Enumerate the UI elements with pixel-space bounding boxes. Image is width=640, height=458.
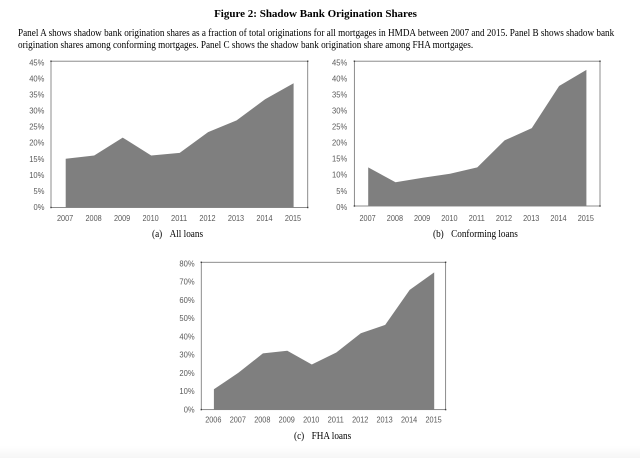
svg-text:2008: 2008 <box>86 213 102 223</box>
svg-text:2014: 2014 <box>550 213 566 223</box>
svg-text:25%: 25% <box>29 122 44 132</box>
svg-text:2012: 2012 <box>199 213 215 223</box>
svg-text:70%: 70% <box>179 277 194 287</box>
svg-text:2014: 2014 <box>256 213 272 223</box>
svg-text:0%: 0% <box>336 202 347 212</box>
svg-text:2009: 2009 <box>414 213 430 223</box>
svg-text:45%: 45% <box>29 57 44 67</box>
svg-text:25%: 25% <box>332 122 347 132</box>
svg-text:2013: 2013 <box>377 415 393 425</box>
svg-text:15%: 15% <box>332 154 347 164</box>
svg-text:10%: 10% <box>179 386 194 396</box>
svg-text:45%: 45% <box>332 57 347 67</box>
svg-text:2015: 2015 <box>426 415 442 425</box>
svg-text:35%: 35% <box>332 89 347 99</box>
svg-text:80%: 80% <box>179 258 194 268</box>
svg-text:40%: 40% <box>179 331 194 341</box>
svg-text:2011: 2011 <box>469 213 485 223</box>
svg-text:10%: 10% <box>332 170 347 180</box>
svg-text:20%: 20% <box>332 138 347 148</box>
svg-text:2013: 2013 <box>228 213 244 223</box>
svg-text:2010: 2010 <box>143 213 159 223</box>
svg-text:2009: 2009 <box>114 213 130 223</box>
svg-text:2007: 2007 <box>230 415 246 425</box>
svg-text:2015: 2015 <box>285 213 301 223</box>
svg-text:40%: 40% <box>29 73 44 83</box>
svg-text:2010: 2010 <box>441 213 457 223</box>
svg-text:2012: 2012 <box>496 213 512 223</box>
svg-text:2006: 2006 <box>205 415 221 425</box>
svg-text:2007: 2007 <box>360 213 376 223</box>
svg-text:2009: 2009 <box>279 415 295 425</box>
svg-text:2007: 2007 <box>57 213 73 223</box>
svg-text:20%: 20% <box>179 368 194 378</box>
svg-text:2013: 2013 <box>523 213 539 223</box>
svg-text:20%: 20% <box>29 138 44 148</box>
svg-text:2008: 2008 <box>254 415 270 425</box>
svg-text:5%: 5% <box>34 186 45 196</box>
svg-text:2015: 2015 <box>578 213 594 223</box>
svg-text:0%: 0% <box>34 202 45 212</box>
svg-text:30%: 30% <box>29 106 44 116</box>
svg-text:50%: 50% <box>179 313 194 323</box>
svg-text:30%: 30% <box>332 105 347 115</box>
svg-text:15%: 15% <box>29 154 44 164</box>
svg-text:40%: 40% <box>332 73 347 83</box>
svg-text:2008: 2008 <box>387 213 403 223</box>
svg-text:30%: 30% <box>179 350 194 360</box>
svg-text:2014: 2014 <box>401 415 417 425</box>
svg-text:0%: 0% <box>184 404 195 414</box>
svg-text:2011: 2011 <box>171 213 187 223</box>
svg-text:60%: 60% <box>179 295 194 305</box>
svg-text:5%: 5% <box>336 186 347 196</box>
svg-text:10%: 10% <box>29 170 44 180</box>
svg-text:35%: 35% <box>29 89 44 99</box>
svg-text:2012: 2012 <box>352 415 368 425</box>
svg-text:2010: 2010 <box>303 415 319 425</box>
svg-text:2011: 2011 <box>328 415 344 425</box>
